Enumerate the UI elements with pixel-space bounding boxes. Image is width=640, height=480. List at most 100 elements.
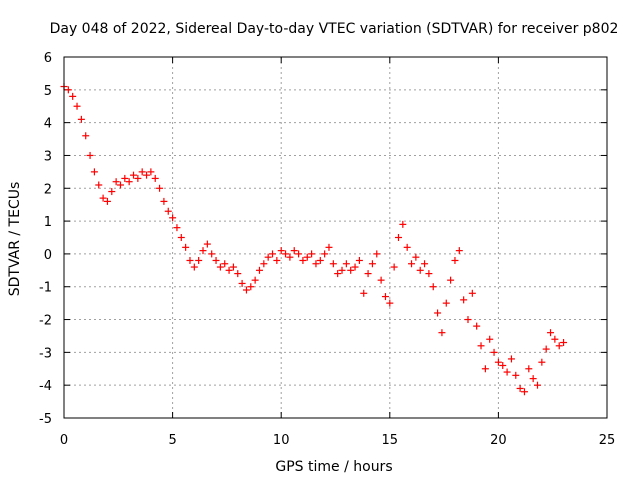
y-tick-label: 3 <box>44 149 52 164</box>
data-point <box>533 381 541 389</box>
x-tick-label: 10 <box>273 433 290 448</box>
data-point <box>73 102 81 110</box>
data-point <box>121 174 129 182</box>
data-point <box>429 283 437 291</box>
data-point <box>442 299 450 307</box>
data-point <box>151 174 159 182</box>
data-point <box>134 174 142 182</box>
data-point <box>520 388 528 396</box>
data-point <box>499 361 507 369</box>
data-point <box>251 276 259 284</box>
data-point <box>355 256 363 264</box>
data-point <box>368 260 376 268</box>
data-point <box>373 250 381 258</box>
data-point <box>173 224 181 232</box>
data-point <box>303 253 311 261</box>
data-point <box>560 339 568 347</box>
y-tick-label: -4 <box>39 379 52 394</box>
y-tick-label: 4 <box>44 117 52 132</box>
data-point <box>116 181 124 189</box>
data-point <box>421 260 429 268</box>
data-point <box>138 168 146 176</box>
data-point <box>447 276 455 284</box>
data-point <box>381 293 389 301</box>
data-point <box>269 250 277 258</box>
data-point <box>199 247 207 255</box>
data-point <box>229 263 237 271</box>
data-point <box>108 188 116 196</box>
data-point <box>82 132 90 140</box>
data-point <box>160 197 168 205</box>
chart-title: Day 048 of 2022, Sidereal Day-to-day VTE… <box>50 21 619 37</box>
data-point <box>260 260 268 268</box>
data-point <box>299 256 307 264</box>
data-point <box>455 247 463 255</box>
data-point <box>234 270 242 278</box>
x-tick-label: 20 <box>490 433 507 448</box>
data-point <box>503 368 511 376</box>
y-tick-label: -5 <box>39 412 52 427</box>
data-point <box>377 276 385 284</box>
data-point <box>325 243 333 251</box>
y-tick-label: 5 <box>44 84 52 99</box>
y-tick-label: -2 <box>39 314 52 329</box>
data-point <box>295 250 303 258</box>
data-point <box>525 365 533 373</box>
data-point <box>542 345 550 353</box>
data-point <box>308 250 316 258</box>
data-point <box>364 270 372 278</box>
data-point <box>460 296 468 304</box>
data-point <box>408 260 416 268</box>
data-point <box>277 247 285 255</box>
data-point <box>412 253 420 261</box>
plot-frame <box>63 56 608 419</box>
data-point <box>147 168 155 176</box>
data-point <box>247 283 255 291</box>
data-point <box>238 279 246 287</box>
data-point <box>386 299 394 307</box>
data-point <box>490 348 498 356</box>
data-point <box>394 234 402 241</box>
x-tick-label: 15 <box>382 433 399 448</box>
data-point <box>516 384 524 392</box>
x-axis-label: GPS time / hours <box>275 459 392 475</box>
data-point <box>334 270 342 278</box>
y-axis-label: SDTVAR / TECUs <box>7 182 23 297</box>
data-point <box>464 316 472 324</box>
data-point <box>64 86 72 94</box>
data-point <box>347 266 355 274</box>
data-point <box>438 329 446 337</box>
y-tick-label: 2 <box>44 182 52 197</box>
data-point <box>538 358 546 366</box>
data-point <box>156 184 164 192</box>
data-point <box>273 256 281 264</box>
data-point <box>177 234 185 241</box>
x-tick-label: 25 <box>599 433 616 448</box>
data-point <box>203 240 211 248</box>
data-point <box>494 358 502 366</box>
y-tick-label: -1 <box>39 281 52 296</box>
data-point <box>555 342 563 350</box>
data-point <box>264 253 272 261</box>
data-point <box>195 256 203 264</box>
data-point <box>130 171 138 179</box>
data-point <box>425 270 433 278</box>
data-point <box>103 197 111 205</box>
data-point <box>221 260 229 268</box>
grid-lines <box>64 57 607 418</box>
data-point <box>208 250 216 258</box>
data-point <box>143 171 151 179</box>
data-point <box>290 247 298 255</box>
data-point <box>282 250 290 258</box>
data-point <box>164 207 172 215</box>
data-point <box>69 92 77 100</box>
data-point <box>403 243 411 251</box>
y-tick-label: 0 <box>44 248 52 263</box>
data-point <box>360 289 368 297</box>
y-tick-label: -3 <box>39 346 52 361</box>
data-point <box>416 266 424 274</box>
data-point <box>125 178 133 186</box>
data-points <box>60 83 568 396</box>
data-point <box>182 243 190 251</box>
